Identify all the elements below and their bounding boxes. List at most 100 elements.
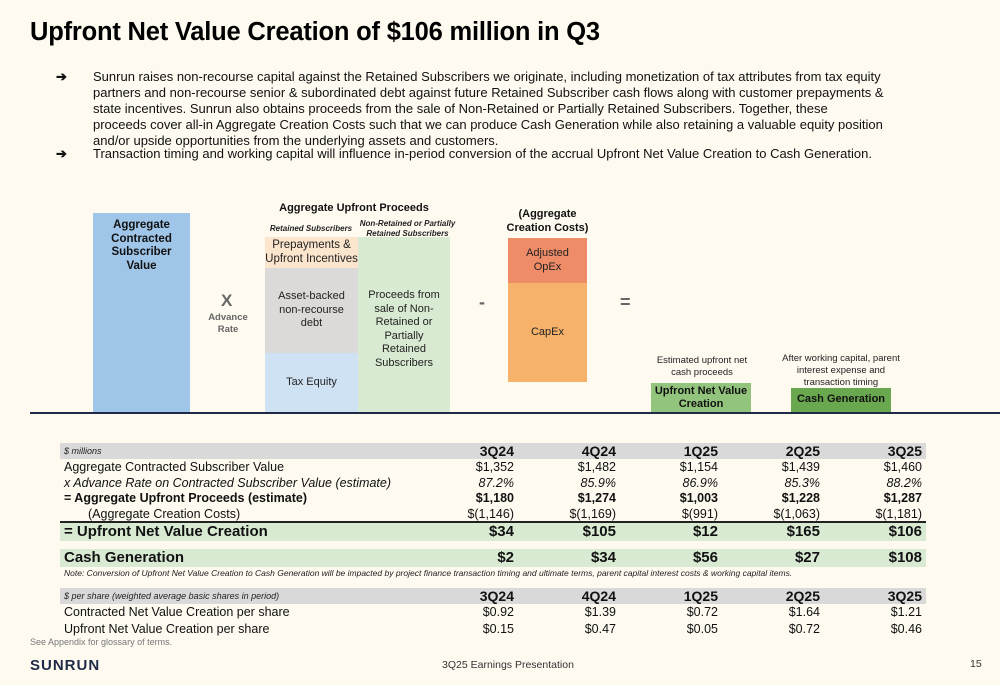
cg-note: After working capital, parent interest e… — [782, 353, 900, 388]
cell: $0.46 — [890, 622, 922, 636]
arrow-right-icon: ➔ — [56, 69, 67, 84]
cell: $1,228 — [781, 491, 820, 505]
per-share-header-row: $ per share (weighted average basic shar… — [60, 588, 926, 604]
abs-debt-box: Asset-backed non-recourse debt — [265, 268, 358, 353]
cell: $1,439 — [781, 460, 820, 474]
tax-equity-box: Tax Equity — [265, 353, 358, 412]
unvc-box: Upfront Net Value Creation — [651, 383, 751, 412]
table-note: Note: Conversion of Upfront Net Value Cr… — [64, 568, 793, 578]
table-row: = Aggregate Upfront Proceeds (estimate) … — [60, 490, 926, 506]
acsv-label: Aggregate Contracted Subscriber Value — [111, 219, 172, 272]
cell: $1,352 — [475, 460, 514, 474]
cell: $2 — [497, 549, 514, 566]
advance-rate-label: Advance Rate — [208, 312, 248, 335]
bullet-line: proceeds cover all-in Aggregate Creation… — [93, 117, 883, 132]
unit-label: $ per share (weighted average basic shar… — [64, 591, 280, 601]
cell: 87.2% — [478, 476, 514, 490]
cell: $1,482 — [577, 460, 616, 474]
cell: $0.15 — [482, 622, 514, 636]
unit-label: $ millions — [64, 446, 102, 456]
cell: $1.64 — [788, 605, 820, 619]
cell: $1,003 — [679, 491, 718, 505]
row-label: Contracted Net Value Creation per share — [64, 605, 290, 619]
retained-header: Retained Subscribers — [269, 224, 353, 233]
capex-label: CapEx — [530, 325, 565, 338]
bullet-line: and/or upside opportunities from the und… — [93, 133, 499, 148]
column-header: 4Q24 — [581, 443, 616, 459]
cell: $1,180 — [475, 491, 514, 505]
cell: $0.05 — [686, 622, 718, 636]
table-row-unvc: = Upfront Net Value Creation $34 $105 $1… — [60, 523, 926, 541]
cell: 85.3% — [784, 476, 820, 490]
cell: $0.72 — [788, 622, 820, 636]
cell: $(991) — [681, 507, 718, 521]
cell: 88.2% — [886, 476, 922, 490]
arrow-right-icon: ➔ — [56, 146, 67, 161]
page-title: Upfront Net Value Creation of $106 milli… — [30, 18, 600, 46]
capex-box: CapEx — [508, 283, 587, 382]
bullet-2: ➔ Transaction timing and working capital… — [56, 146, 956, 162]
table-row: Aggregate Contracted Subscriber Value $1… — [60, 459, 926, 475]
column-header: 3Q24 — [479, 443, 514, 459]
cell: $1.39 — [584, 605, 616, 619]
bullet-line: partners and non-recourse senior & subor… — [93, 85, 884, 100]
page-number: 15 — [970, 658, 982, 670]
table-row: (Aggregate Creation Costs) $(1,146) $(1,… — [60, 506, 926, 522]
column-header: 3Q25 — [887, 588, 922, 604]
unvc-note: Estimated upfront net cash proceeds — [656, 355, 748, 378]
abs-debt-label: Asset-backed non-recourse debt — [278, 290, 345, 330]
opex-label: Adjusted OpEx — [526, 247, 569, 273]
sale-proceeds-box: Proceeds from sale of Non-Retained or Pa… — [358, 237, 450, 412]
bullet-2-text: Transaction timing and working capital w… — [93, 146, 872, 161]
costs-header: (Aggregate Creation Costs) — [506, 208, 589, 234]
table-row-cash-generation: Cash Generation $2 $34 $56 $27 $108 — [60, 549, 926, 567]
aup-header: Aggregate Upfront Proceeds — [279, 202, 429, 214]
sunrun-logo: SUNRUN — [30, 657, 101, 674]
cell: $1,460 — [883, 460, 922, 474]
column-header: 3Q25 — [887, 443, 922, 459]
cell: $(1,146) — [467, 507, 514, 521]
cell: $(1,181) — [875, 507, 922, 521]
bullet-line: Sunrun raises non-recourse capital again… — [93, 69, 881, 84]
times-symbol: X — [221, 291, 233, 310]
diagram-baseline — [30, 412, 1000, 414]
bullet-1: ➔ Sunrun raises non-recourse capital aga… — [56, 69, 956, 149]
cell: $108 — [888, 549, 922, 566]
cell: $1,274 — [577, 491, 616, 505]
row-label: = Aggregate Upfront Proceeds (estimate) — [64, 491, 307, 505]
table-row: Upfront Net Value Creation per share $0.… — [60, 621, 926, 637]
cell: $106 — [888, 523, 922, 540]
cg-label: Cash Generation — [796, 393, 886, 406]
cell: $12 — [692, 523, 718, 540]
cell: $27 — [794, 549, 820, 566]
column-header: 2Q25 — [785, 443, 820, 459]
table-row: Contracted Net Value Creation per share … — [60, 604, 926, 620]
row-label: Aggregate Contracted Subscriber Value — [64, 460, 285, 474]
nonretained-header: Non-Retained or Partially Retained Subsc… — [359, 219, 456, 238]
table-row: x Advance Rate on Contracted Subscriber … — [60, 475, 926, 491]
equals-symbol: = — [620, 292, 631, 312]
table-rule — [60, 521, 926, 523]
cell: $34 — [488, 523, 514, 540]
cell: $0.92 — [482, 605, 514, 619]
cell: $(1,169) — [569, 507, 616, 521]
sale-proceeds-label: Proceeds from sale of Non-Retained or Pa… — [368, 289, 440, 369]
cell: $0.72 — [686, 605, 718, 619]
column-header: 2Q25 — [785, 588, 820, 604]
cell: $1,287 — [883, 491, 922, 505]
row-label: = Upfront Net Value Creation — [64, 523, 268, 540]
cell: $1.21 — [890, 605, 922, 619]
prepayments-label: Prepayments & Upfront Incentives — [265, 239, 358, 265]
column-header: 4Q24 — [581, 588, 616, 604]
cell: $34 — [590, 549, 616, 566]
cell: $1,154 — [679, 460, 718, 474]
acsv-box: Aggregate Contracted Subscriber Value — [93, 213, 190, 412]
cell: $0.47 — [584, 622, 616, 636]
cell: $(1,063) — [773, 507, 820, 521]
appendix-note: See Appendix for glossary of terms. — [30, 637, 173, 647]
row-label: Upfront Net Value Creation per share — [64, 622, 270, 636]
row-label: x Advance Rate on Contracted Subscriber … — [64, 476, 392, 490]
opex-box: Adjusted OpEx — [508, 238, 587, 283]
footer-title: 3Q25 Earnings Presentation — [442, 659, 574, 671]
row-label: Cash Generation — [64, 549, 185, 566]
